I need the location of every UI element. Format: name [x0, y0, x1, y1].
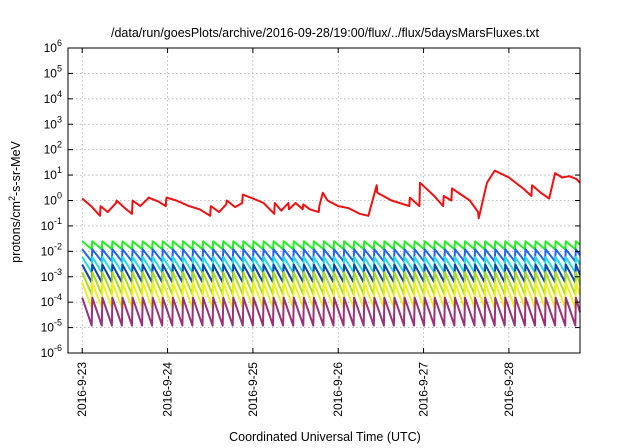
y-tick-label: 102: [44, 140, 62, 157]
y-tick-label: 106: [44, 38, 62, 55]
chart-title: /data/run/goesPlots/archive/2016-09-28/1…: [111, 26, 540, 40]
x-tick-label: 2016-9-24: [161, 362, 175, 417]
series-line-7: [81, 296, 581, 327]
x-tick-label: 2016-9-27: [417, 362, 431, 417]
x-tick-label: 2016-9-28: [502, 362, 516, 417]
y-tick-label: 10-1: [41, 216, 62, 233]
y-axis-label: protons/cm2-s-sr-MeV: [7, 140, 23, 262]
y-tick-label: 103: [44, 114, 62, 131]
y-tick-label: 10-5: [41, 318, 62, 335]
y-tick-label: 101: [44, 165, 62, 182]
series-line-1: [81, 240, 581, 251]
x-axis: 2016-9-23 2016-9-24 2016-9-25 2016-9-26 2016…: [75, 48, 516, 417]
y-axis-label-suffix: -s-sr-MeV: [9, 140, 23, 196]
series-group: [81, 169, 581, 327]
y-tick-label: 10-2: [41, 241, 62, 258]
y-tick-label: 10-3: [41, 267, 62, 284]
y-tick-label: 10-4: [41, 292, 62, 309]
y-axis-label-prefix: protons/cm: [9, 201, 23, 263]
y-axis-label-sup: 2: [7, 196, 17, 201]
x-tick-label: 2016-9-25: [246, 362, 260, 417]
y-axis: 10-6 10-5 10-4 10-3 10-2 10-1 100 101 102 103 104 1…: [41, 38, 580, 360]
x-tick-label: 2016-9-23: [75, 362, 89, 417]
series-line-6: [81, 281, 581, 309]
y-tick-label: 105: [44, 63, 62, 80]
y-tick-label: 104: [44, 89, 62, 106]
series-line-0: [81, 169, 581, 220]
y-tick-label: 10-6: [41, 343, 62, 360]
x-axis-label: Coordinated Universal Time (UTC): [229, 430, 421, 444]
series-line-2: [81, 248, 581, 263]
y-tick-label: 100: [44, 191, 62, 208]
x-tick-label: 2016-9-26: [331, 362, 345, 417]
